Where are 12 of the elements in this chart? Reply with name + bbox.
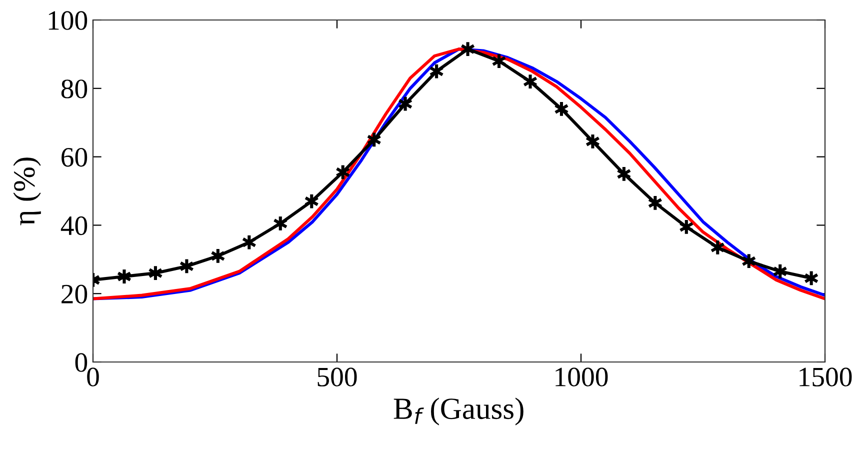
y-tick-label: 0	[75, 353, 88, 372]
y-tick-label: 20	[62, 284, 88, 304]
y-tick-label: 80	[61, 80, 88, 98]
x-tick-label: 1000	[556, 368, 608, 386]
x-tick-label: 500	[318, 368, 357, 386]
y-tick-label: 60	[62, 148, 88, 167]
x-axis-title: B$_{f}$ (Gauss)	[394, 398, 524, 426]
y-tick-label: 100	[48, 11, 88, 30]
x-tick-label: 1500	[800, 368, 852, 386]
x-tick-label: 0	[87, 368, 99, 386]
y-tick-label: 40	[60, 216, 88, 236]
y-axis-title: η (%)	[13, 158, 41, 226]
